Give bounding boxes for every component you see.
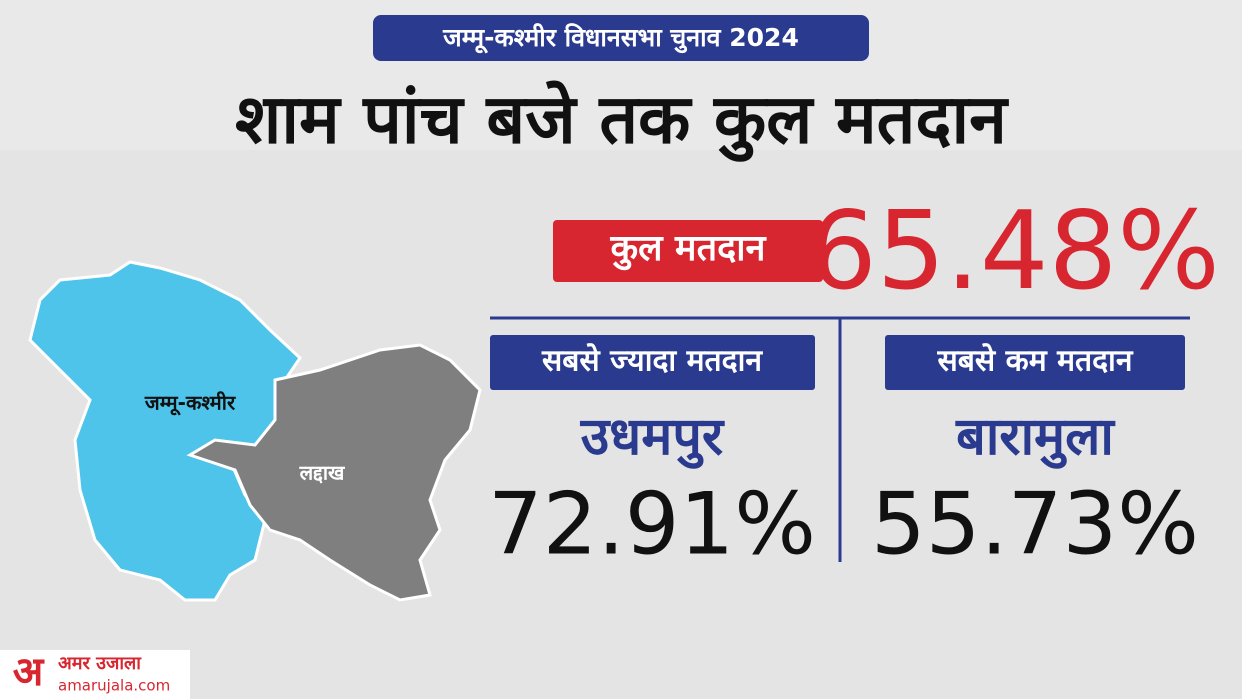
lowest-value: 55.73% (871, 474, 1199, 574)
badge (373, 15, 869, 61)
title: शाम पांच बजे तक कुल मतदान (235, 81, 1009, 163)
highest-value: 72.91% (488, 474, 816, 574)
lowest-place: बारामुला (955, 407, 1116, 469)
total-value: 65.48% (808, 189, 1220, 314)
map-label: जम्मू-कश्मीर (144, 391, 236, 416)
lowest-label: सबसे कम मतदान (937, 343, 1134, 379)
total-label: कुल मतदान (609, 228, 767, 271)
map-ladakh (186, 343, 482, 602)
lowest-box (885, 335, 1185, 390)
badge-text: जम्मू-कश्मीर विधानसभा चुनाव 2024 (442, 23, 799, 54)
highest-label: सबसे ज्यादा मतदान (541, 343, 763, 379)
total-box (553, 220, 823, 282)
highest-place: उधमपुर (580, 407, 725, 469)
logo-box (0, 650, 190, 699)
highest-box (490, 335, 815, 390)
logo-mark: अ (13, 649, 45, 695)
map-label: लद्दाख (299, 461, 346, 485)
logo-name: अमर उजाला (58, 653, 142, 674)
logo-site: amarujala.com (58, 677, 170, 695)
